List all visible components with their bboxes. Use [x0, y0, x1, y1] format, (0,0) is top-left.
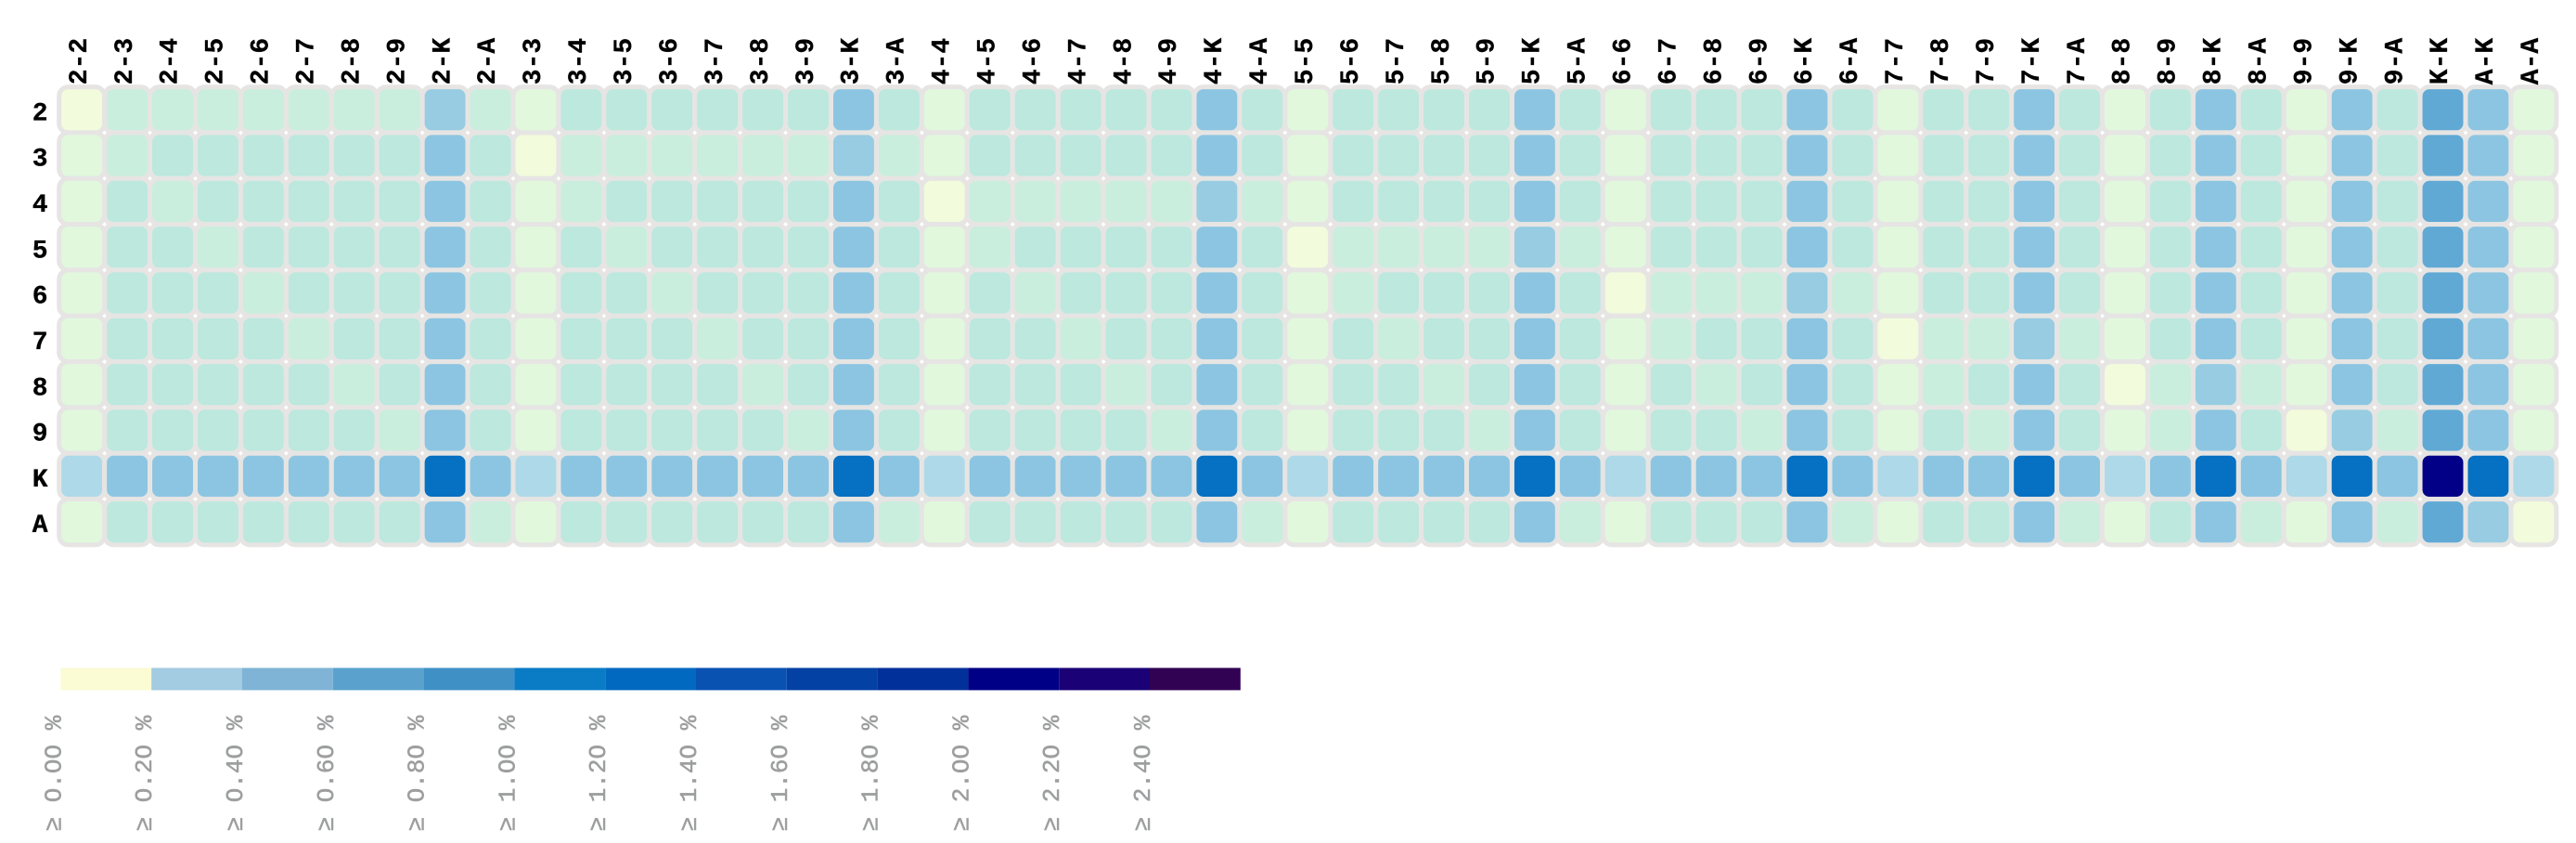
- svg-text:6-A: 6-A: [1836, 38, 1865, 85]
- svg-text:6-7: 6-7: [1655, 38, 1683, 84]
- svg-text:2-7: 2-7: [293, 38, 322, 84]
- svg-text:9: 9: [32, 421, 48, 449]
- svg-text:4-9: 4-9: [1155, 38, 1184, 84]
- svg-text:5: 5: [32, 237, 48, 266]
- svg-text:5-A: 5-A: [1565, 38, 1593, 85]
- svg-text:7-K: 7-K: [2018, 38, 2047, 85]
- svg-text:≥ 2.4O %: ≥ 2.4O %: [1129, 715, 1157, 831]
- svg-text:7-A: 7-A: [2064, 38, 2093, 85]
- svg-text:6-6: 6-6: [1609, 38, 1638, 84]
- svg-text:2-2: 2-2: [66, 38, 95, 84]
- svg-text:≥ O.2O %: ≥ O.2O %: [131, 715, 159, 831]
- svg-text:8-9: 8-9: [2155, 38, 2183, 84]
- svg-text:3-K: 3-K: [838, 38, 867, 85]
- svg-text:K: K: [32, 466, 48, 495]
- svg-text:K-K: K-K: [2427, 38, 2455, 85]
- svg-text:2-3: 2-3: [111, 38, 140, 84]
- svg-text:2-6: 2-6: [248, 38, 277, 84]
- svg-text:3-4: 3-4: [565, 38, 594, 84]
- svg-text:7: 7: [32, 329, 48, 357]
- svg-text:3: 3: [32, 146, 48, 175]
- svg-text:≥ O.OO %: ≥ O.OO %: [40, 715, 68, 831]
- svg-text:≥ 1.6O %: ≥ 1.6O %: [766, 715, 794, 831]
- svg-text:A-A: A-A: [2518, 38, 2546, 85]
- svg-text:2-K: 2-K: [429, 38, 457, 85]
- svg-text:≥ 1.4O %: ≥ 1.4O %: [676, 715, 703, 831]
- svg-text:2-5: 2-5: [202, 38, 231, 84]
- svg-text:A-K: A-K: [2472, 38, 2501, 85]
- svg-text:2-4: 2-4: [157, 38, 186, 84]
- svg-text:7-9: 7-9: [1973, 38, 2002, 84]
- svg-text:6-8: 6-8: [1700, 38, 1729, 84]
- svg-text:3-A: 3-A: [883, 38, 912, 85]
- svg-text:3-6: 3-6: [656, 38, 685, 84]
- svg-text:4-K: 4-K: [1201, 38, 1230, 85]
- svg-text:4-7: 4-7: [1064, 38, 1093, 84]
- svg-text:4-5: 4-5: [973, 38, 1002, 84]
- svg-text:8-K: 8-K: [2200, 38, 2229, 85]
- svg-text:5-8: 5-8: [1428, 38, 1457, 84]
- svg-text:7-8: 7-8: [1927, 38, 1956, 84]
- svg-text:≥ 1.OO %: ≥ 1.OO %: [494, 715, 522, 831]
- svg-text:2: 2: [32, 99, 48, 128]
- svg-text:4-8: 4-8: [1110, 38, 1139, 84]
- svg-text:9-9: 9-9: [2290, 38, 2319, 84]
- svg-text:5-7: 5-7: [1383, 38, 1411, 84]
- svg-text:3-3: 3-3: [520, 38, 548, 84]
- svg-text:≥ 2.2O %: ≥ 2.2O %: [1038, 715, 1066, 831]
- svg-text:7-7: 7-7: [1882, 38, 1911, 84]
- svg-text:A: A: [32, 512, 48, 540]
- svg-text:2-8: 2-8: [338, 38, 367, 84]
- svg-text:5-9: 5-9: [1474, 38, 1502, 84]
- svg-text:≥ 2.OO %: ≥ 2.OO %: [947, 715, 975, 831]
- svg-text:5-K: 5-K: [1519, 38, 1548, 85]
- svg-text:4-6: 4-6: [1019, 38, 1048, 84]
- svg-text:≥ 1.8O %: ≥ 1.8O %: [857, 715, 885, 831]
- svg-text:4-A: 4-A: [1246, 38, 1275, 85]
- svg-text:2-9: 2-9: [383, 38, 412, 84]
- svg-text:6-9: 6-9: [1745, 38, 1774, 84]
- svg-text:3-7: 3-7: [702, 38, 730, 84]
- svg-text:6-K: 6-K: [1791, 38, 1820, 85]
- svg-text:2-A: 2-A: [474, 38, 503, 85]
- svg-text:8-8: 8-8: [2109, 38, 2138, 84]
- svg-text:9-A: 9-A: [2381, 38, 2410, 85]
- svg-text:≥ O.6O %: ≥ O.6O %: [313, 715, 341, 831]
- svg-text:≥ O.8O %: ≥ O.8O %: [404, 715, 431, 831]
- svg-text:9-K: 9-K: [2336, 38, 2364, 85]
- svg-text:3-8: 3-8: [747, 38, 776, 84]
- svg-text:8-A: 8-A: [2246, 38, 2274, 85]
- svg-text:3-5: 3-5: [611, 38, 639, 84]
- svg-text:≥ 1.2O %: ≥ 1.2O %: [585, 715, 612, 831]
- svg-text:4-4: 4-4: [929, 38, 958, 84]
- svg-text:8: 8: [32, 374, 48, 403]
- svg-text:5-5: 5-5: [1292, 38, 1320, 84]
- svg-text:≥ O.4O %: ≥ O.4O %: [222, 715, 250, 831]
- svg-text:6: 6: [32, 283, 48, 312]
- svg-text:3-9: 3-9: [792, 38, 821, 84]
- svg-text:5-6: 5-6: [1337, 38, 1366, 84]
- svg-text:4: 4: [32, 191, 48, 220]
